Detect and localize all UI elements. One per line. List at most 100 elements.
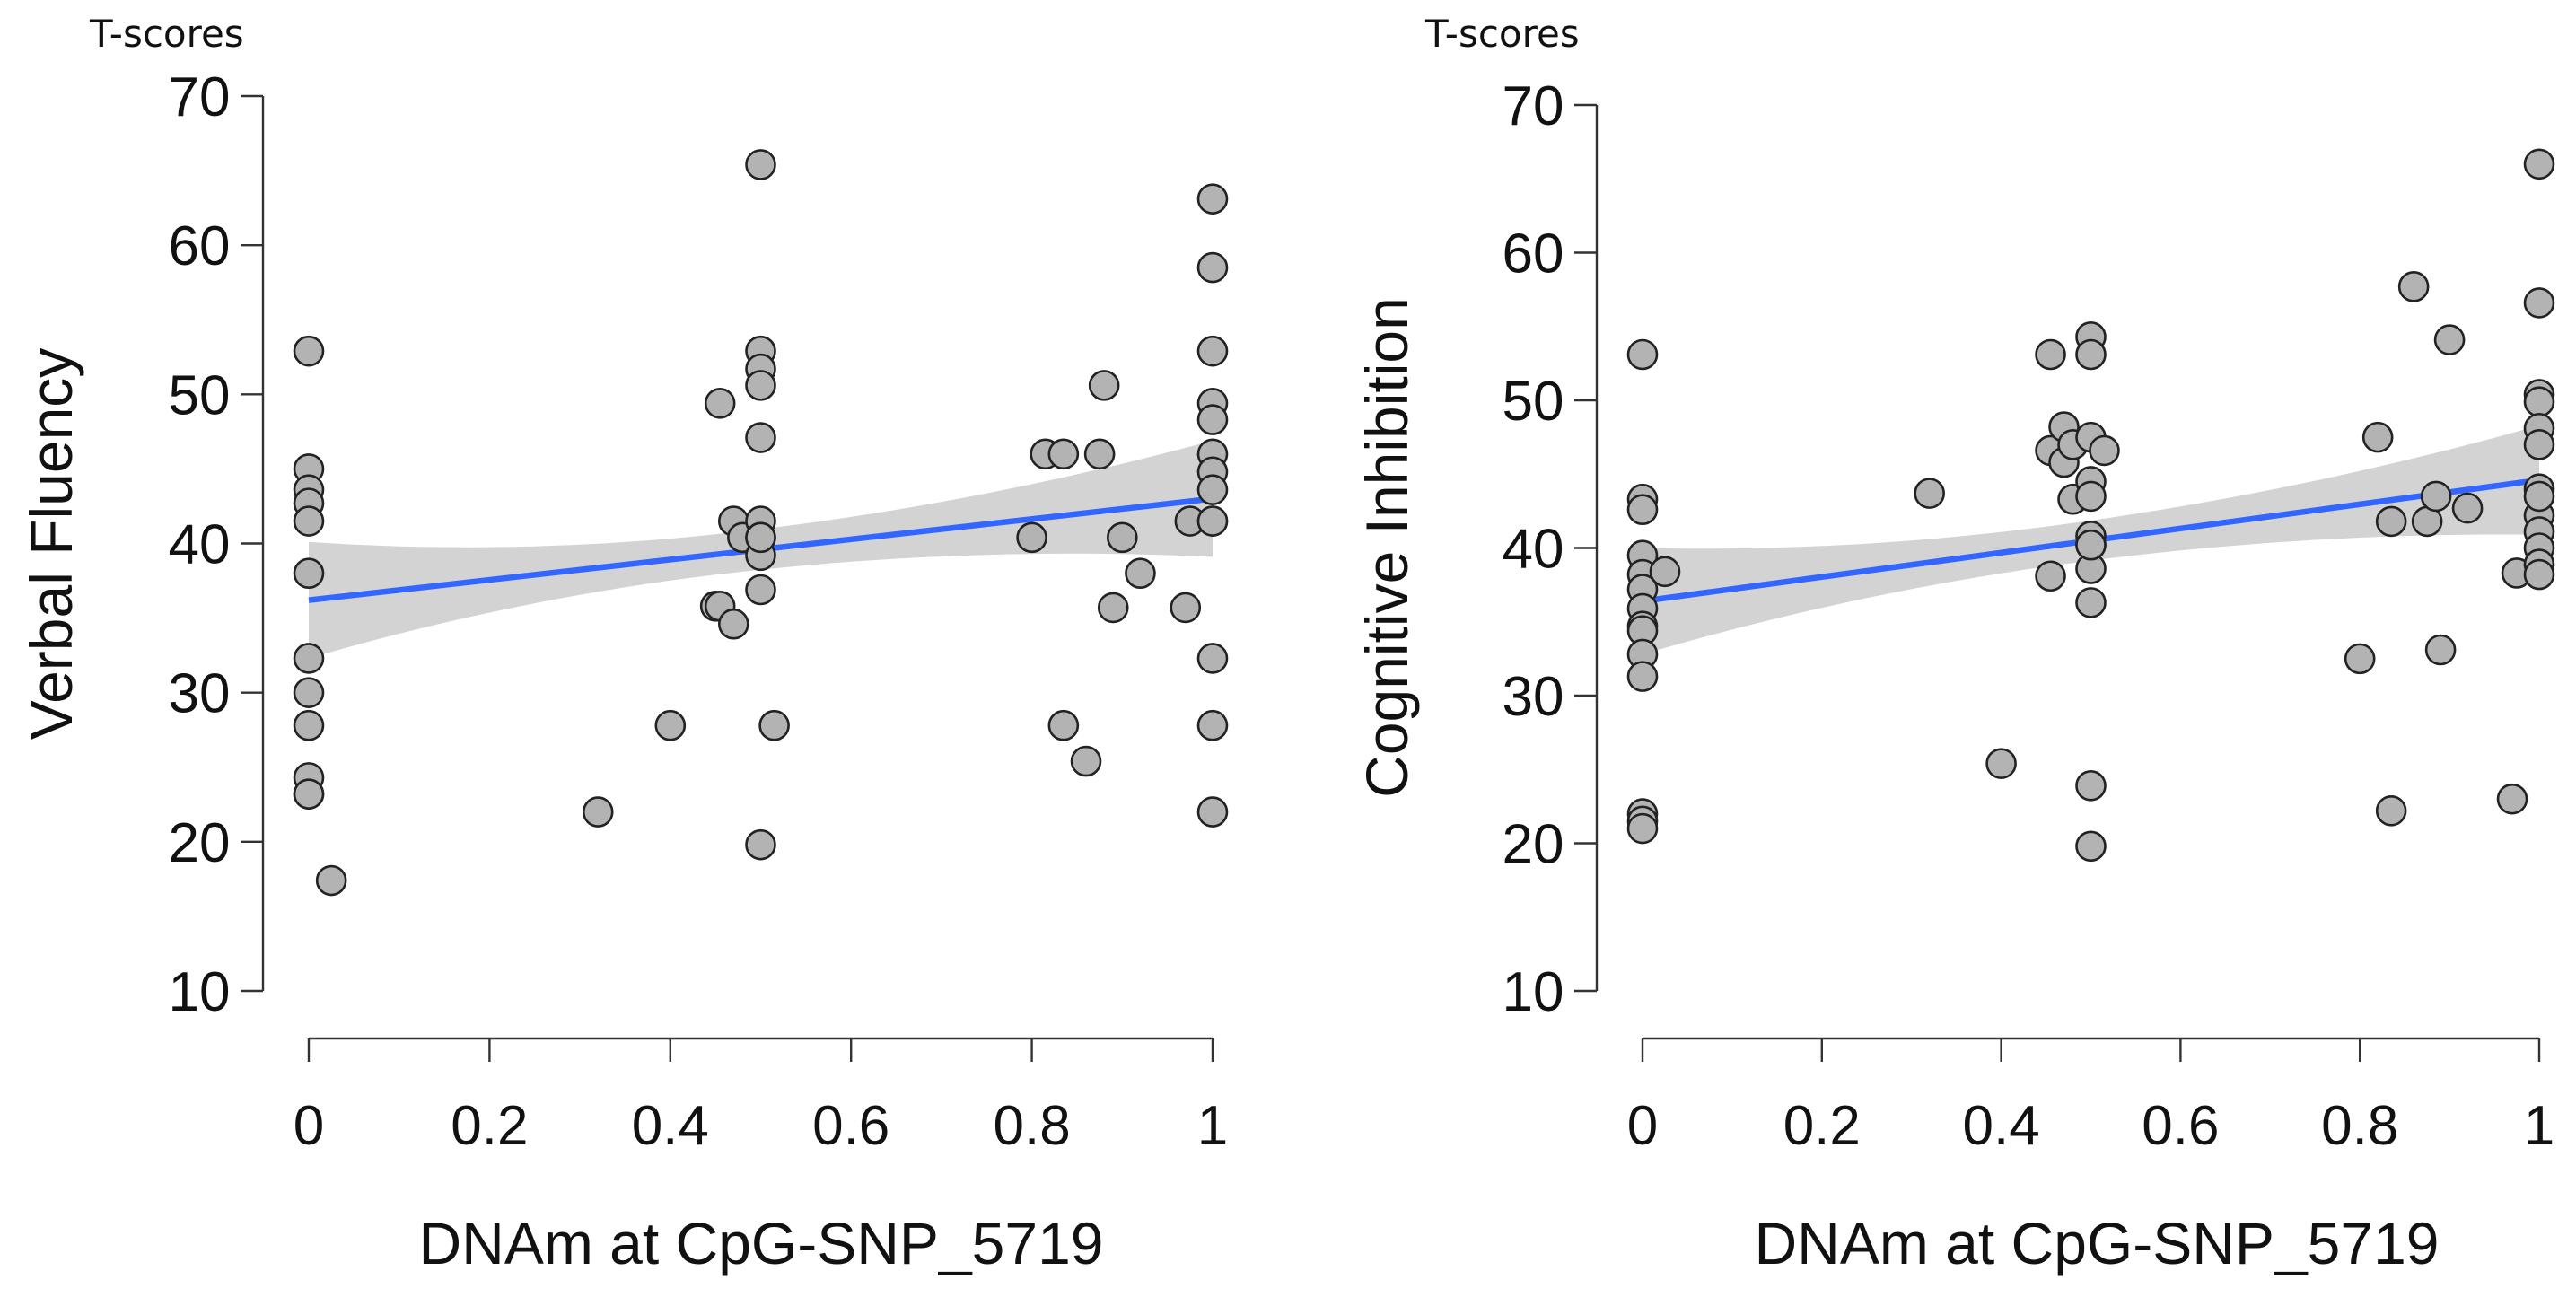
y-tick-label: 50 xyxy=(1503,371,1564,433)
x-axis-title: DNAm at CpG-SNP_5719 xyxy=(1755,1210,2440,1276)
data-point xyxy=(2523,148,2555,180)
y-tick-label: 70 xyxy=(169,66,231,128)
data-point xyxy=(704,388,736,419)
data-point xyxy=(1196,709,1229,741)
data-point xyxy=(1196,474,1229,505)
x-tick-label: 0.8 xyxy=(2321,1095,2398,1157)
data-point xyxy=(293,677,325,708)
data-point xyxy=(2424,634,2457,666)
x-tick-label: 1 xyxy=(2524,1095,2554,1157)
data-point xyxy=(745,521,776,554)
data-point xyxy=(2344,643,2376,675)
data-point xyxy=(1914,478,1945,509)
data-point xyxy=(293,643,325,674)
data-point xyxy=(1196,251,1229,284)
unit-label: T-scores xyxy=(1424,12,1580,56)
data-point xyxy=(1125,557,1156,590)
y-tick-label: 30 xyxy=(1503,666,1564,728)
y-tick-label: 70 xyxy=(1503,75,1564,137)
data-point xyxy=(2523,429,2555,460)
points-layer xyxy=(293,149,1229,897)
data-point xyxy=(2361,421,2394,453)
unit-label: T-scores xyxy=(89,12,244,56)
y-axis-title: Cognitive Inhibition xyxy=(1354,297,1420,798)
data-point xyxy=(2075,770,2107,802)
data-point xyxy=(2089,434,2120,467)
data-point xyxy=(1985,748,2017,779)
cognitive-inhibition-panel: T-scores Cognitive Inhibition DNAm at Cp… xyxy=(1354,12,2555,1276)
y-tick-label: 10 xyxy=(169,961,231,1023)
data-point xyxy=(1170,592,1202,624)
y-tick-label: 60 xyxy=(1503,223,1564,285)
data-point xyxy=(1070,745,1102,777)
data-point xyxy=(2075,587,2107,618)
x-tick-label: 0.6 xyxy=(812,1095,889,1157)
data-point xyxy=(745,574,776,606)
x-tick-label: 0.4 xyxy=(632,1095,709,1157)
data-point xyxy=(717,608,749,640)
x-tick-label: 0.4 xyxy=(1962,1095,2039,1157)
data-point xyxy=(1626,812,1659,845)
data-point xyxy=(2035,560,2066,592)
data-point xyxy=(1196,796,1229,828)
data-point xyxy=(2523,287,2555,319)
y-axis-title: Verbal Fluency xyxy=(18,348,84,741)
data-point xyxy=(1626,661,1659,692)
data-point xyxy=(1107,521,1138,554)
y-tick-label: 20 xyxy=(169,812,231,874)
data-point xyxy=(2451,492,2484,524)
data-point xyxy=(2523,386,2555,417)
data-point xyxy=(293,778,325,810)
data-point xyxy=(758,709,790,741)
data-point xyxy=(2075,830,2107,863)
data-point xyxy=(1016,521,1047,554)
data-point xyxy=(582,796,614,828)
y-tick-label: 60 xyxy=(169,215,231,277)
x-tick-label: 0.8 xyxy=(993,1095,1070,1157)
y-tick-label: 40 xyxy=(1503,519,1564,581)
y-tick-label: 20 xyxy=(1503,814,1564,876)
data-point xyxy=(745,422,776,453)
y-tick-label: 50 xyxy=(169,364,231,426)
data-point xyxy=(2375,505,2407,538)
data-point xyxy=(1097,592,1129,624)
data-point xyxy=(1649,556,1681,588)
data-point xyxy=(2420,480,2452,513)
data-point xyxy=(1083,438,1116,470)
data-point xyxy=(2375,795,2407,827)
data-point xyxy=(745,370,776,401)
data-point xyxy=(1088,370,1120,401)
data-point xyxy=(2523,558,2555,591)
x-axis-title: DNAm at CpG-SNP_5719 xyxy=(419,1210,1104,1276)
axes-layer: 10 20 30 40 50 60 70 0 0.2 0.4 0.6 0.8 1 xyxy=(1503,75,2555,1157)
data-point xyxy=(1196,404,1229,435)
axes-layer: 10 20 30 40 50 60 70 0 0.2 0.4 0.6 0.8 1 xyxy=(169,66,1229,1157)
x-tick-label: 0.2 xyxy=(451,1095,528,1157)
data-point xyxy=(2075,529,2107,561)
data-point xyxy=(1626,494,1659,526)
data-point xyxy=(745,149,776,180)
data-point xyxy=(2433,324,2466,355)
x-tick-label: 1 xyxy=(1197,1095,1228,1157)
verbal-fluency-panel: T-scores Verbal Fluency DNAm at CpG-SNP_… xyxy=(18,12,1229,1276)
y-tick-label: 10 xyxy=(1503,961,1564,1023)
data-point xyxy=(1196,505,1229,537)
data-point xyxy=(2075,338,2107,371)
data-point xyxy=(293,557,325,590)
data-point xyxy=(2035,338,2066,371)
data-point xyxy=(1196,643,1229,674)
x-tick-label: 0 xyxy=(1627,1095,1658,1157)
data-point xyxy=(1047,438,1080,470)
data-point xyxy=(293,709,325,741)
data-point xyxy=(315,864,347,897)
data-point xyxy=(2075,480,2107,513)
data-point xyxy=(293,505,325,537)
data-point xyxy=(1196,335,1229,367)
data-point xyxy=(2523,480,2555,513)
x-tick-label: 0.2 xyxy=(1783,1095,1861,1157)
data-point xyxy=(1626,338,1659,371)
data-point xyxy=(2397,271,2430,302)
data-point xyxy=(745,828,776,861)
